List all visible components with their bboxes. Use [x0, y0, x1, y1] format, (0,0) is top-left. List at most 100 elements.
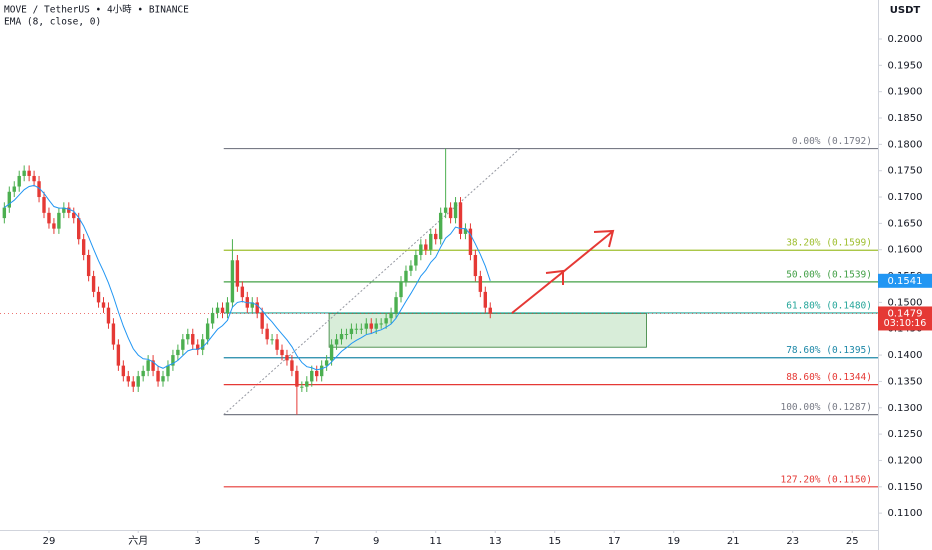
candle-body: [424, 244, 428, 250]
candle-body: [434, 233, 438, 240]
candle-body: [310, 370, 314, 382]
x-tick-label: 17: [608, 536, 621, 547]
candle-body: [131, 381, 135, 387]
candle-body: [255, 302, 259, 313]
candle-body: [443, 207, 448, 213]
candle-body: [156, 370, 160, 382]
projection-arrow: [562, 229, 615, 273]
candle-body: [62, 207, 66, 213]
candle-body: [374, 323, 378, 329]
candle-body: [359, 328, 364, 330]
x-tick-label: 29: [43, 536, 56, 547]
fib-label: 61.80% (0.1480): [786, 300, 872, 311]
price-tag-label: 0.1479: [888, 308, 923, 319]
candle-body: [12, 186, 16, 192]
x-tick-label: 23: [786, 536, 799, 547]
candle-body: [270, 339, 274, 341]
candle-body: [250, 302, 254, 308]
candle-body: [96, 291, 101, 303]
x-tick-label: 六月: [128, 535, 148, 547]
candle-body: [369, 323, 373, 329]
candle-body: [290, 360, 294, 371]
candle-body: [379, 323, 383, 325]
candle-body: [86, 254, 91, 277]
candle-body: [225, 302, 230, 313]
ema-tag: [878, 273, 932, 288]
candle-body: [220, 307, 225, 313]
candle-body: [52, 223, 56, 229]
candle-body: [210, 312, 215, 324]
candle-body: [196, 344, 200, 350]
indicator-title: EMA (8, close, 0): [4, 17, 101, 28]
candle-body: [349, 328, 354, 335]
candle-body: [488, 307, 492, 314]
candle-body: [329, 344, 334, 361]
candle-body: [37, 181, 41, 198]
candle-body: [473, 254, 478, 277]
candle-body: [141, 370, 145, 377]
candle-body: [483, 291, 487, 308]
candle-body: [116, 344, 121, 366]
candle-body: [319, 365, 324, 377]
x-tick-label: 7: [314, 536, 320, 547]
candle-body: [27, 170, 31, 176]
candle-body: [295, 370, 299, 387]
candle-body: [384, 318, 388, 324]
candle-body: [205, 323, 210, 340]
candle-body: [166, 365, 170, 377]
candle-body: [409, 265, 413, 271]
candle-body: [364, 323, 368, 329]
y-tick-label: 0.1650: [888, 218, 923, 229]
candle-body: [111, 323, 116, 345]
candle-body: [354, 328, 359, 330]
x-tick-label: 3: [195, 536, 201, 547]
x-tick-label: 9: [373, 536, 379, 547]
candle-body: [414, 254, 418, 266]
candle-body: [463, 228, 468, 234]
candle-body: [230, 260, 235, 303]
y-tick-label: 0.1400: [888, 350, 923, 361]
candle-body: [280, 349, 284, 356]
candle-body: [305, 381, 309, 387]
candle-body: [468, 228, 473, 255]
y-tick-label: 0.1200: [888, 455, 923, 466]
candle-body: [394, 297, 398, 313]
x-tick-label: 19: [667, 536, 680, 547]
candle-body: [260, 312, 264, 329]
candle-body: [17, 175, 21, 187]
candle-body: [72, 212, 76, 219]
symbol-title: MOVE / TetherUS • 4小時 • BINANCE: [4, 5, 189, 16]
fib-label: 0.00% (0.1792): [792, 136, 872, 147]
candle-body: [315, 370, 319, 377]
candle-body: [404, 270, 408, 282]
candle-body: [22, 170, 26, 176]
ema-tag-label: 0.1541: [888, 276, 923, 287]
candle-body: [42, 197, 46, 213]
x-tick-label: 21: [727, 536, 740, 547]
candle-body: [186, 334, 190, 340]
currency-label: USDT: [890, 5, 921, 16]
y-tick-label: 0.1750: [888, 166, 923, 177]
candle-body: [448, 207, 453, 219]
fib-label: 127.20% (0.1150): [780, 474, 872, 485]
candle-body: [121, 365, 126, 377]
candle-body: [200, 339, 205, 350]
candle-body: [419, 244, 423, 255]
candle-body: [235, 260, 240, 287]
candle-body: [285, 355, 289, 361]
candle-body: [57, 212, 61, 229]
candle-body: [91, 276, 96, 292]
candle-body: [215, 307, 220, 313]
y-tick-label: 0.1150: [888, 482, 923, 493]
candle-body: [458, 202, 463, 234]
y-tick-label: 0.1500: [888, 297, 923, 308]
fib-label: 50.00% (0.1539): [786, 269, 872, 280]
candle-body: [240, 286, 245, 298]
candle-body: [47, 212, 51, 224]
candle-body: [389, 312, 393, 319]
x-tick-label: 25: [846, 536, 859, 547]
candle-body: [171, 355, 175, 366]
x-tick-label: 15: [548, 536, 561, 547]
candle-body: [126, 376, 130, 382]
y-tick-label: 0.1700: [888, 192, 923, 203]
